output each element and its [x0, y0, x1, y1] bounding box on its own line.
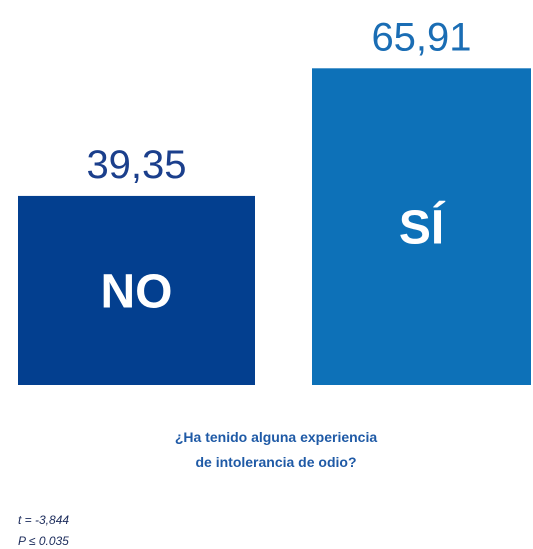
- axis-label: de intolerancia de odio?: [195, 454, 356, 470]
- value-label: 39,35: [86, 143, 186, 187]
- axis-label: ¿Ha tenido alguna experiencia: [175, 429, 377, 445]
- bar: [18, 195, 255, 385]
- bar: [312, 68, 531, 385]
- annotation: P ≤ 0.035: [18, 534, 69, 548]
- bar-category-label: SÍ: [399, 201, 446, 255]
- bar-category-label: NO: [101, 265, 173, 318]
- annotation: t = -3,844: [18, 513, 69, 527]
- value-label: 65,91: [371, 15, 471, 59]
